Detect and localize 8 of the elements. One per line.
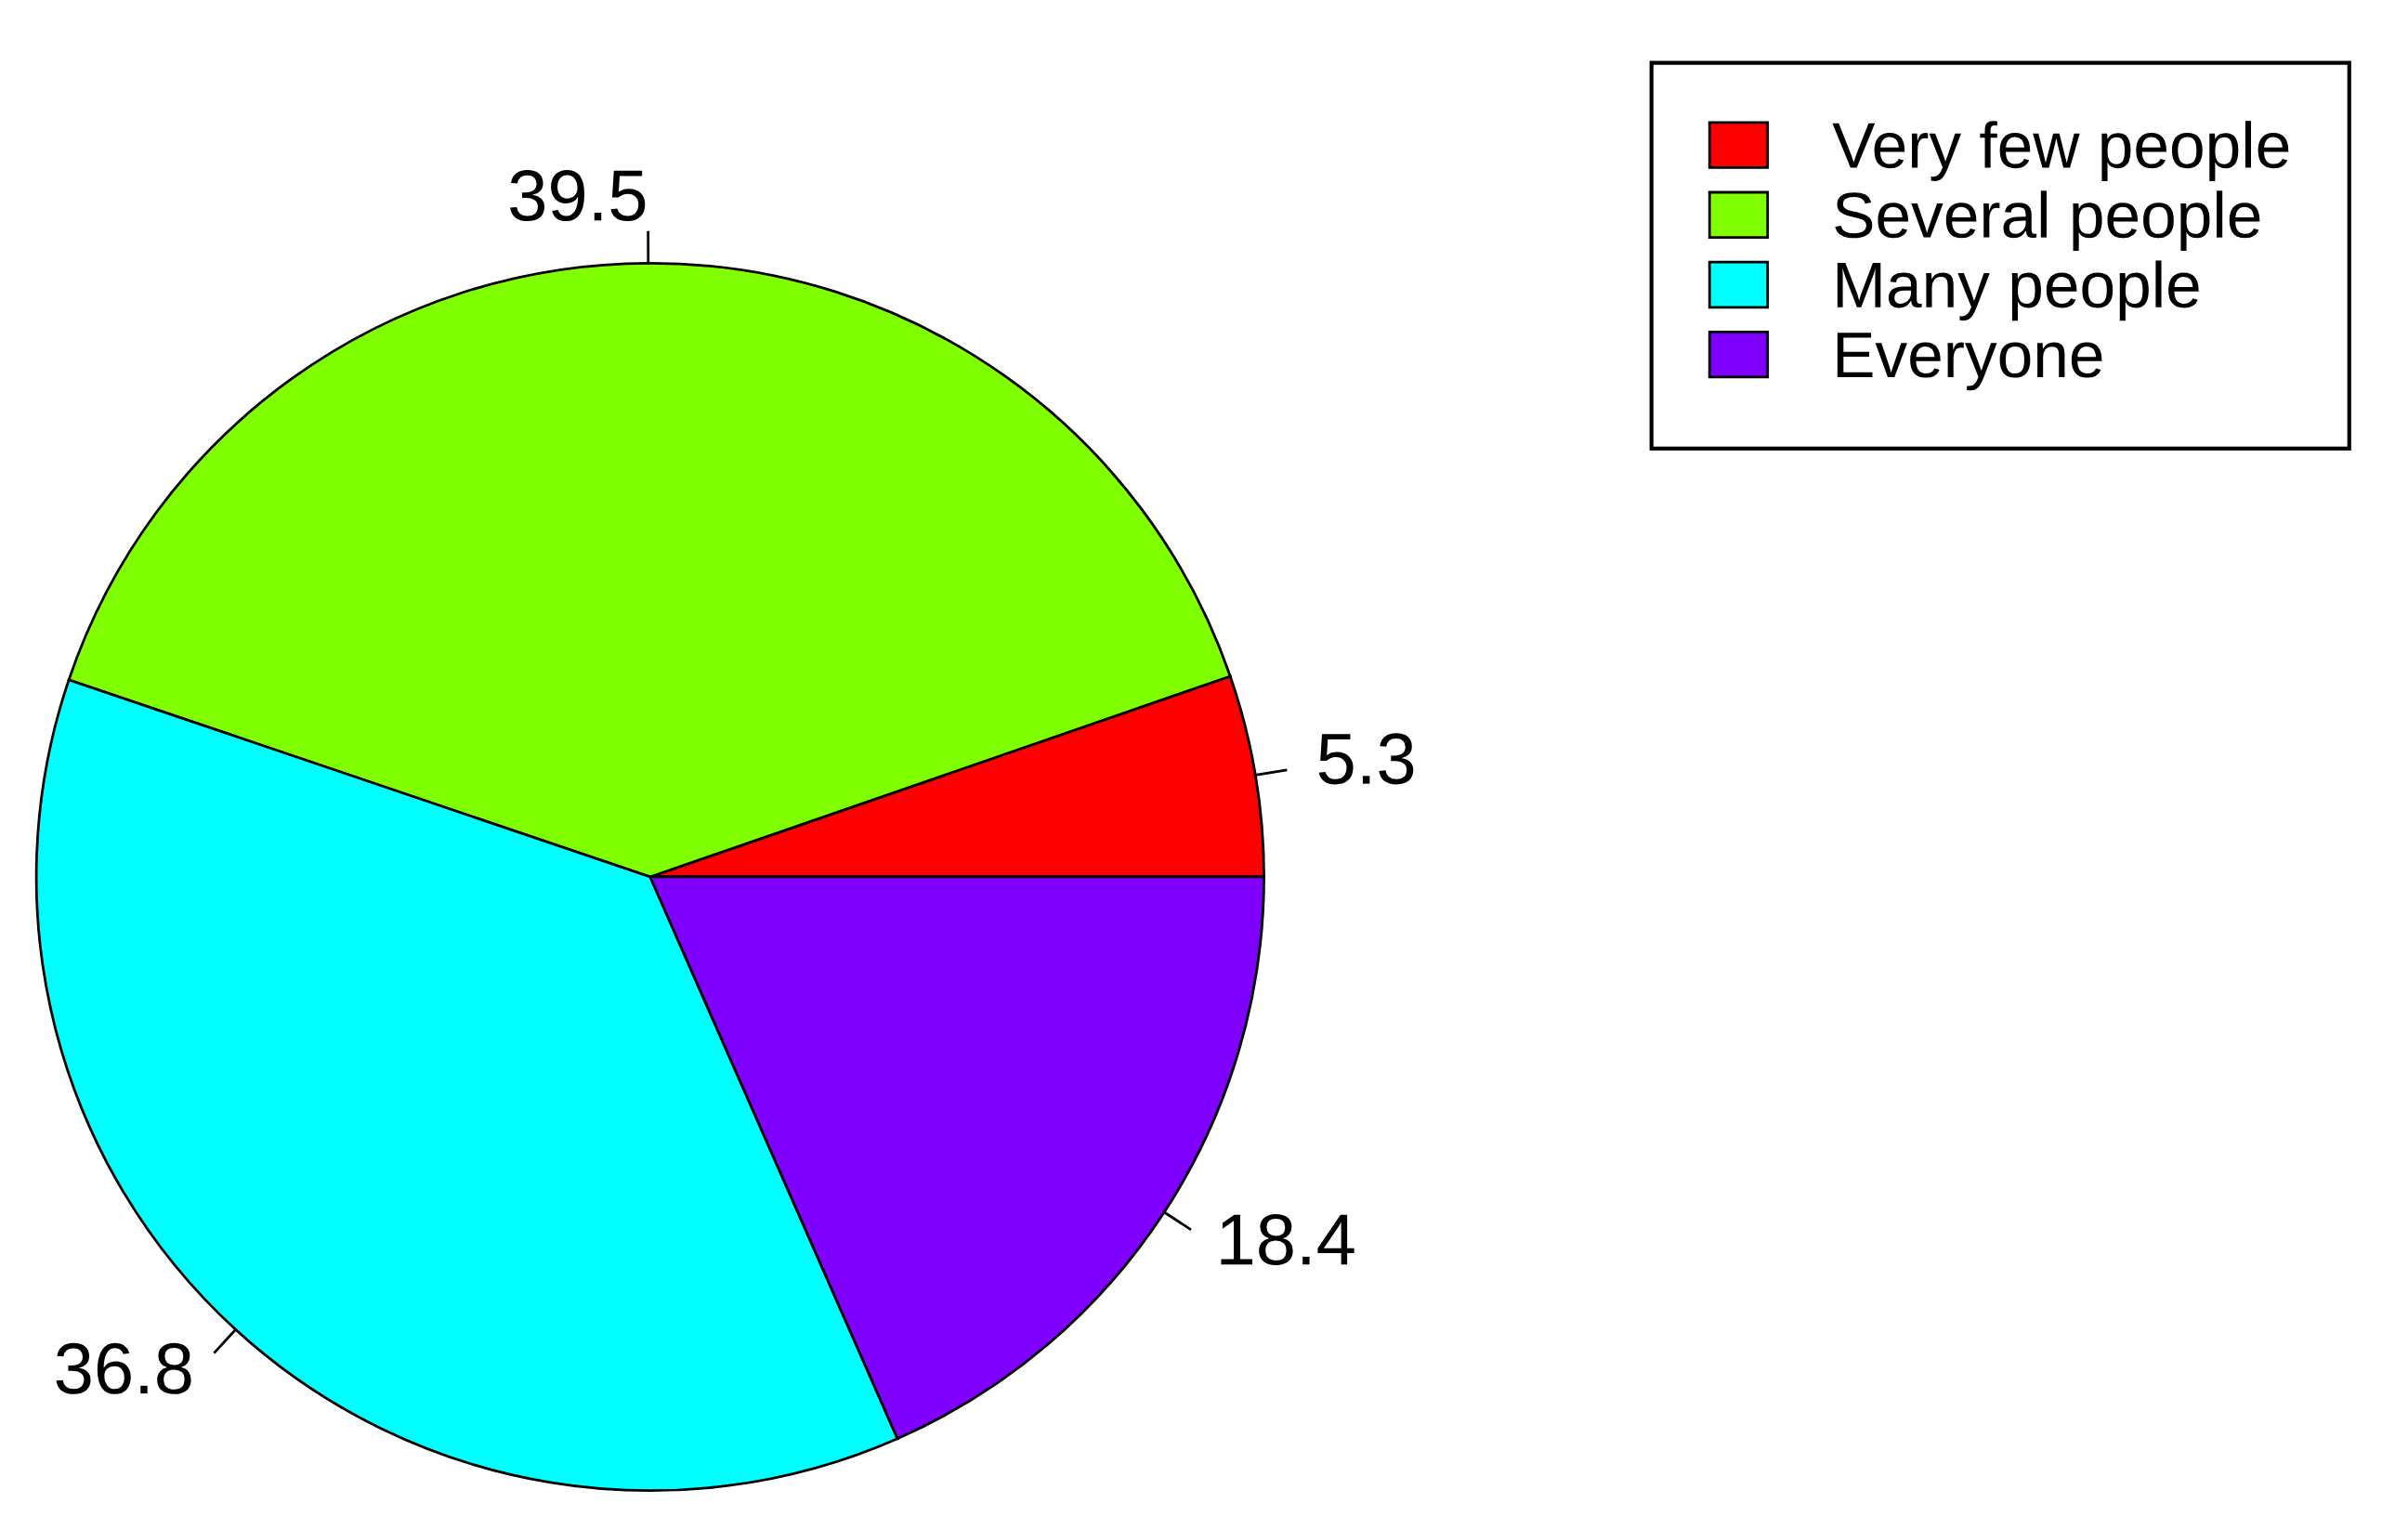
- data-label: 39.5: [510, 170, 646, 222]
- legend-label: Everyone: [1837, 333, 2102, 391]
- legend-label: Many people: [1837, 260, 2199, 321]
- legend-label: Several people: [1835, 190, 2260, 252]
- data-label: 18.4: [1221, 1213, 1354, 1265]
- data-label: 5.3: [1318, 733, 1414, 785]
- data-label: 36.8: [56, 1342, 191, 1394]
- legend-label: Very few people: [1832, 121, 2289, 181]
